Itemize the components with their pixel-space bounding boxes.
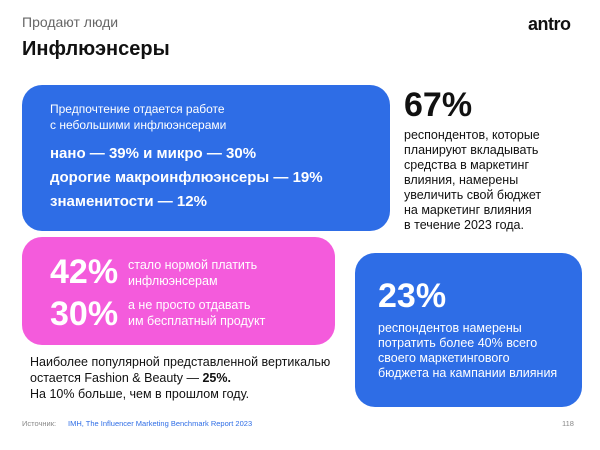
item: знаменитости — 12% [50,193,207,210]
text-line: потратить более 40% всего [378,336,538,350]
text-line: планируют вкладывать [404,143,539,157]
text-line: средства в маркетинг [404,158,529,172]
note-line: Наиболее популярной представленной верти… [30,355,331,369]
item: дорогие макроинфлюэнсеры — 19% [50,169,323,186]
stat-text: инфлюэнсерам [128,274,218,288]
text-line: респондентов намерены [378,321,522,335]
text-line: респондентов, которые [404,128,540,142]
stat-value: 42% [50,253,119,291]
text-line: в течение 2023 года. [404,218,524,232]
title: Инфлюэнсеры [22,38,170,60]
page-number: 118 [562,419,574,428]
preference-card: Предпочтение отдается работе с небольшим… [22,85,390,231]
note-text: остается Fashion & Beauty — [30,371,199,385]
subtitle: Продают люди [22,14,119,30]
stat-text: а не просто отдавать [128,298,251,312]
source-label: Источник: [22,419,57,428]
text-line: бюджета на кампании влияния [378,366,558,380]
text-line: своего маркетингового [378,351,510,365]
stat-value: 23% [378,277,447,315]
intro: с небольшими инфлюэнсерами [50,118,227,132]
text-line: на маркетинг влияния [404,203,532,217]
vertical-note: Наиболее популярной представленной верти… [30,354,330,402]
stat-text: им бесплатный продукт [128,314,266,328]
note-bold: 25%. [202,371,231,385]
source: IMH, The Influencer Marketing Benchmark … [68,419,253,428]
intro: Предпочтение отдается работе [50,102,225,116]
note-line: На 10% больше, чем в прошлом году. [30,387,250,401]
stat-value: 67% [404,86,473,124]
text-line: увеличить свой бюджет [404,188,542,202]
stat-card: 23% респондентов намерены потратить более… [355,253,582,407]
item: нано — 39% и микро — 30% [50,145,257,162]
text-line: влияния, намерены [404,173,519,187]
logo: antro [528,14,571,34]
stat-text: респондентов намерены потратить более 40%… [378,321,557,381]
note-line: остается Fashion & Beauty — 25%. [30,370,330,386]
stat-text: стало нормой платить [128,258,258,272]
stat-text: респондентов, которые планируют вкладыват… [404,128,541,233]
stat-value: 30% [50,295,119,333]
payment-card: 42% стало нормой платить инфлюэнсерам 30… [22,237,335,345]
